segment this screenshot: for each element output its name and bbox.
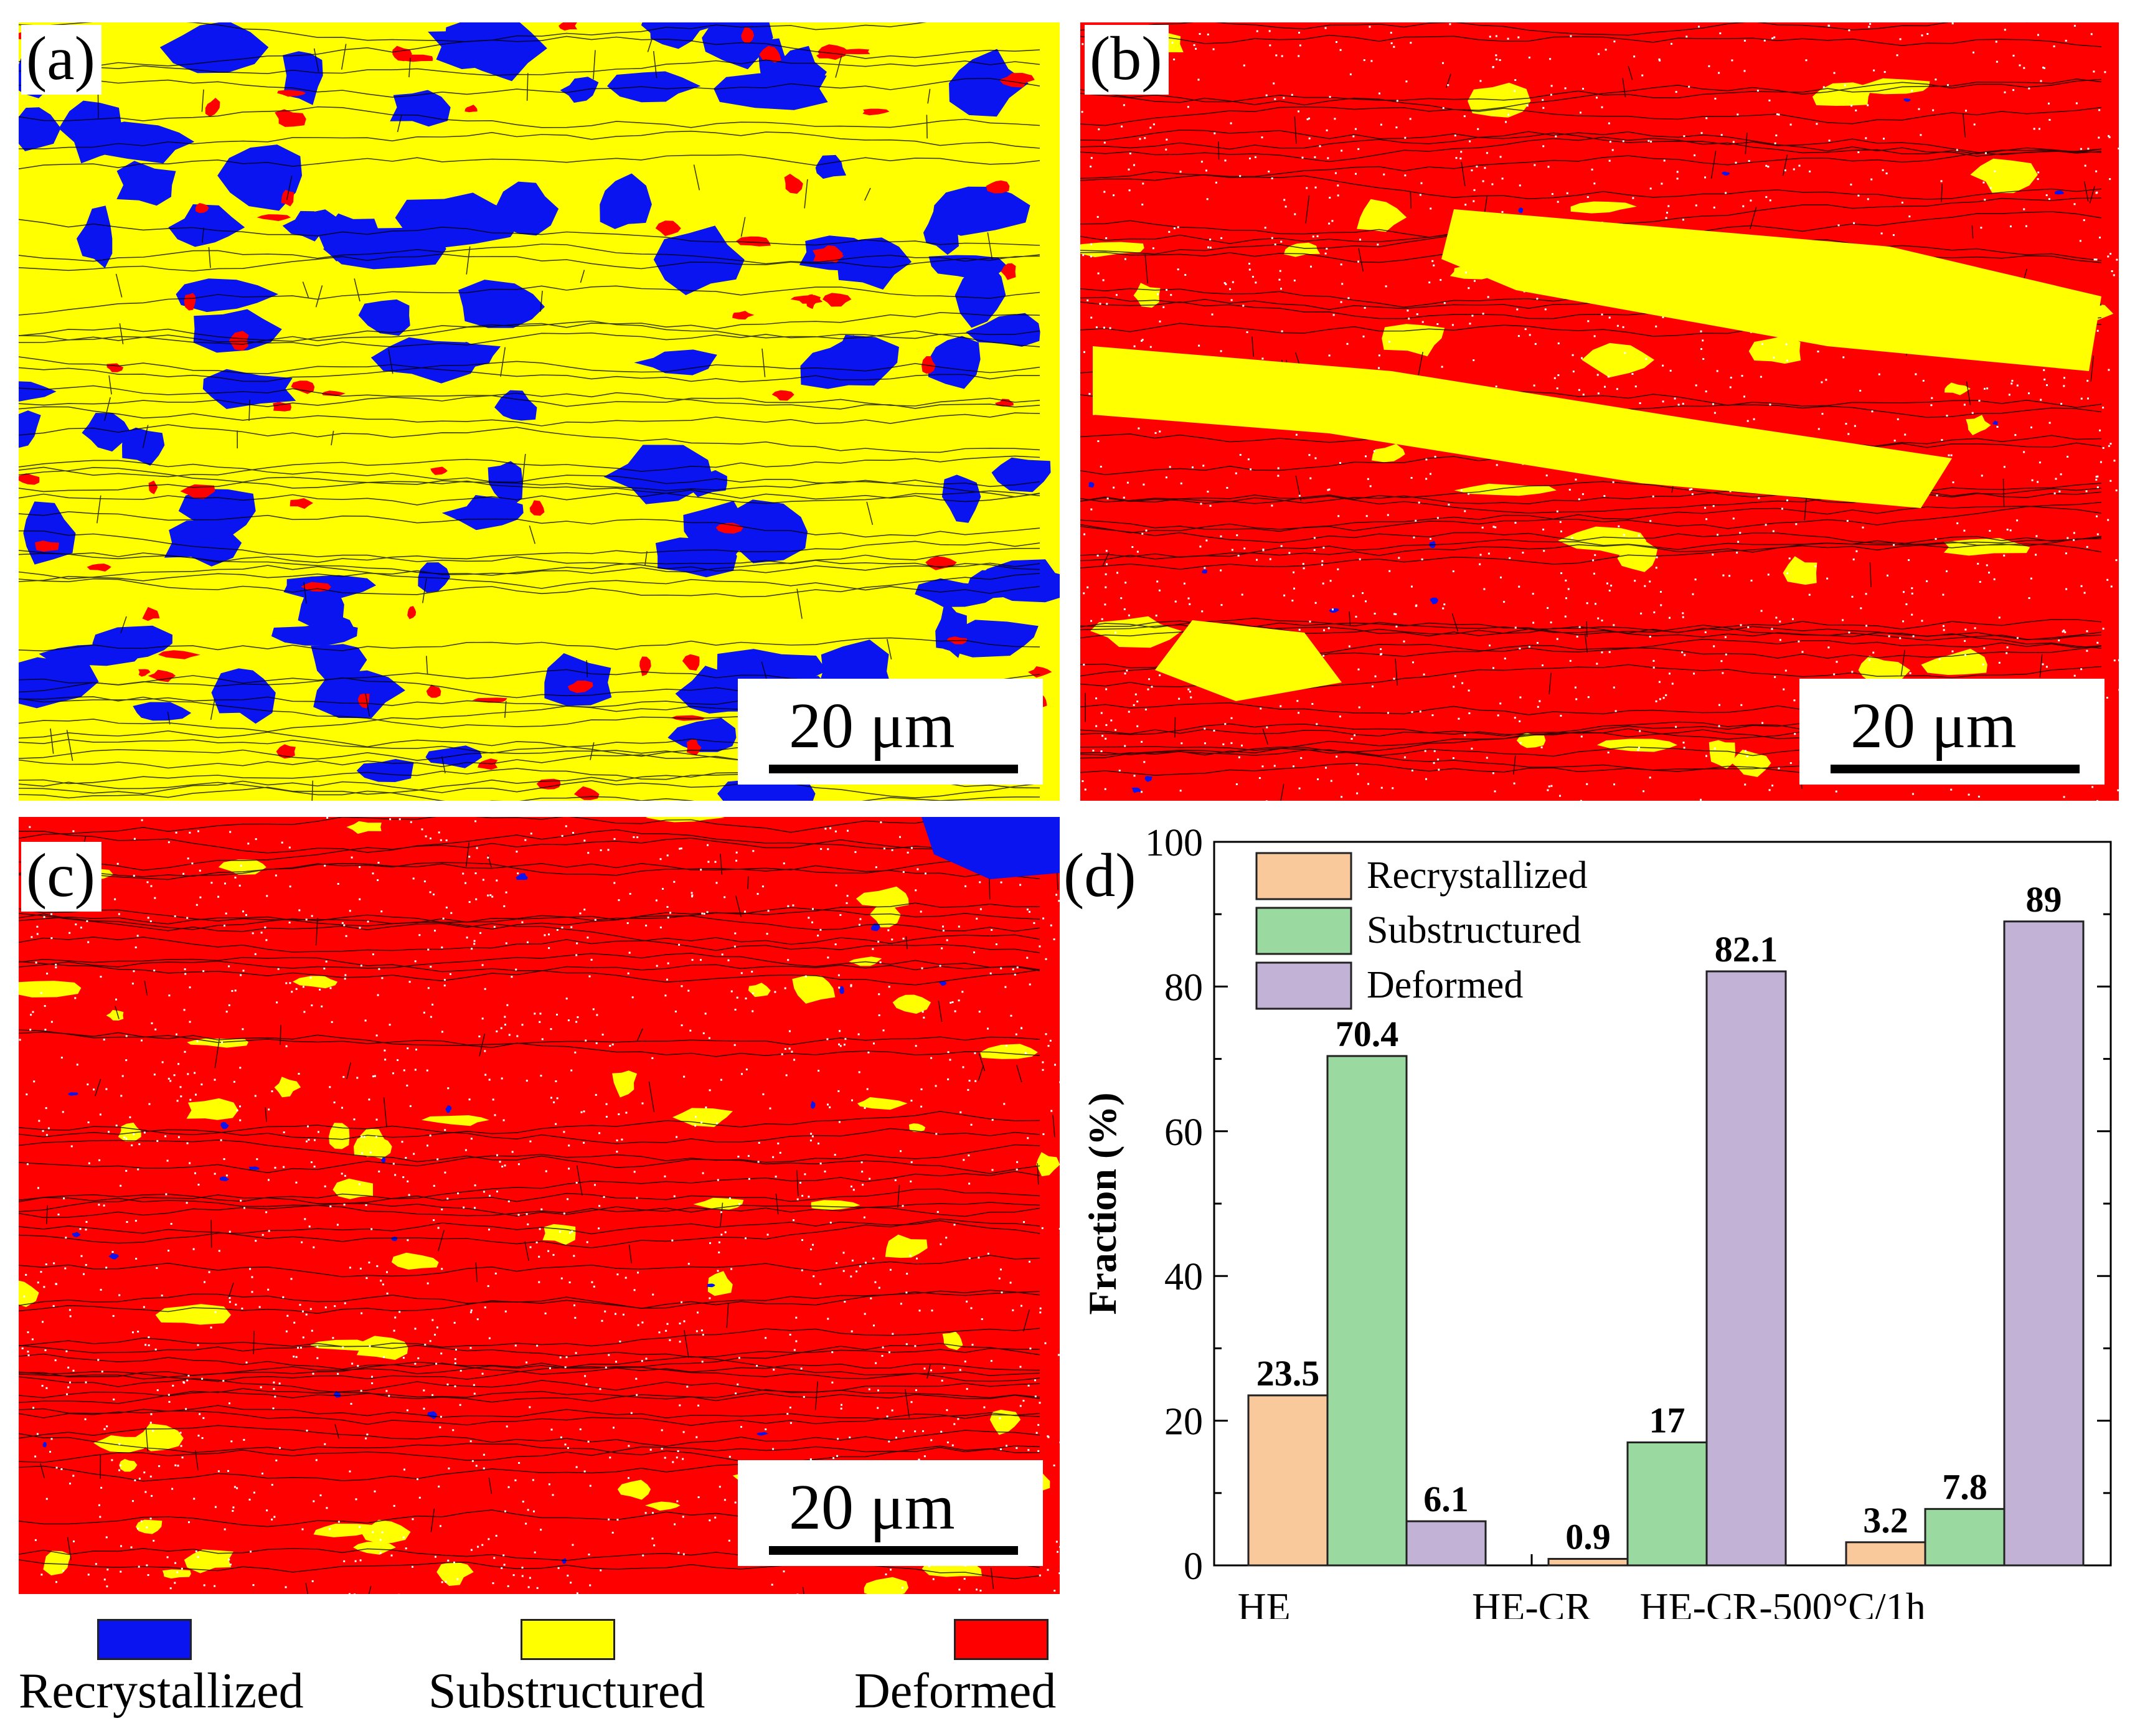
recrystallized-grains (1088, 98, 2064, 793)
y-tick-label: 60 (1164, 1111, 1203, 1154)
panel-label-d: (d) (1063, 841, 1136, 910)
panel-label-b: (b) (1085, 25, 1169, 95)
bar (1326, 1055, 1408, 1567)
bar-value-label: 6.1 (1423, 1479, 1469, 1519)
legend-label: Substructured (1367, 909, 1581, 951)
bar (1626, 1441, 1708, 1567)
legend-swatch (1255, 852, 1352, 900)
legend-label-substructured: Substructured (428, 1664, 705, 1719)
y-axis-label: Fraction (%) (1080, 1092, 1124, 1314)
ebsd-map-a (19, 22, 1060, 801)
bar (1845, 1541, 1926, 1567)
legend-label: Deformed (1367, 964, 1523, 1006)
bar-value-label: 23.5 (1256, 1353, 1320, 1394)
scale-text-c: 20 μm (789, 1471, 955, 1543)
chart-legend: Recrystallized Substructured Deformed (1255, 852, 1588, 1010)
legend-swatch-recrystallized (97, 1619, 192, 1660)
panel-label-c: (c) (21, 842, 101, 912)
fraction-bar-chart: 0 20 40 60 80 100 Fraction (%) HE HE-CR HE-CR-500… (1080, 822, 2112, 1619)
scale-bar-a (769, 765, 1018, 773)
scale-text-b: 20 μm (1850, 690, 2017, 762)
scale-box-b: 20 μm (1799, 679, 2105, 785)
x-tick-label: HE-CR-500°C/1h (1639, 1585, 1925, 1619)
bar (1705, 970, 1787, 1567)
ebsd-map-b-graphic (1080, 22, 2119, 801)
y-tick-label: 80 (1164, 966, 1203, 1009)
scale-bar-b (1831, 765, 2080, 773)
y-tick-label: 40 (1164, 1256, 1203, 1298)
panel-label-a: (a) (21, 25, 101, 95)
scale-box-c: 20 μm (738, 1460, 1043, 1566)
recrystallized-corner (922, 817, 1060, 879)
chart-axes: 0 20 40 60 80 100 Fraction (%) HE HE-CR HE-CR-500… (1080, 822, 2112, 1619)
x-tick-label: HE (1237, 1585, 1290, 1619)
legend-label: Recrystallized (1367, 854, 1588, 897)
scale-bar-c (769, 1546, 1018, 1555)
scale-box-a: 20 μm (738, 679, 1043, 785)
y-tick-label: 0 (1184, 1545, 1203, 1588)
recrystallized-grains (19, 22, 1060, 801)
bar (1547, 1558, 1629, 1567)
bar (1924, 1507, 2006, 1567)
y-tick-label: 20 (1164, 1401, 1203, 1443)
bar (1247, 1394, 1329, 1567)
bar-value-label: 3.2 (1863, 1500, 1908, 1540)
bar-value-label: 89 (2026, 879, 2062, 920)
scale-text-a: 20 μm (789, 690, 955, 762)
ebsd-map-c (19, 817, 1060, 1594)
legend-swatch (1255, 907, 1352, 955)
legend-label-deformed: Deformed (854, 1664, 1057, 1719)
bar (1405, 1520, 1487, 1567)
bar-value-label: 82.1 (1715, 929, 1778, 969)
legend-swatch (1255, 961, 1352, 1010)
x-tick-label: HE-CR (1472, 1585, 1591, 1619)
legend-swatch-substructured (521, 1619, 615, 1660)
substructured-bands (1093, 209, 2101, 701)
grain-boundaries (19, 817, 1058, 1594)
legend-swatch-deformed (954, 1619, 1049, 1660)
bar-value-label: 70.4 (1336, 1014, 1399, 1054)
bar-value-label: 0.9 (1565, 1517, 1611, 1557)
bar-value-label: 7.8 (1942, 1466, 1987, 1507)
ebsd-map-a-graphic (19, 22, 1060, 801)
bar-value-label: 17 (1649, 1400, 1685, 1440)
y-tick-label: 100 (1145, 822, 1203, 864)
legend-label-recrystallized: Recrystallized (19, 1664, 304, 1719)
ebsd-map-b (1080, 22, 2119, 801)
bar (2003, 920, 2085, 1567)
